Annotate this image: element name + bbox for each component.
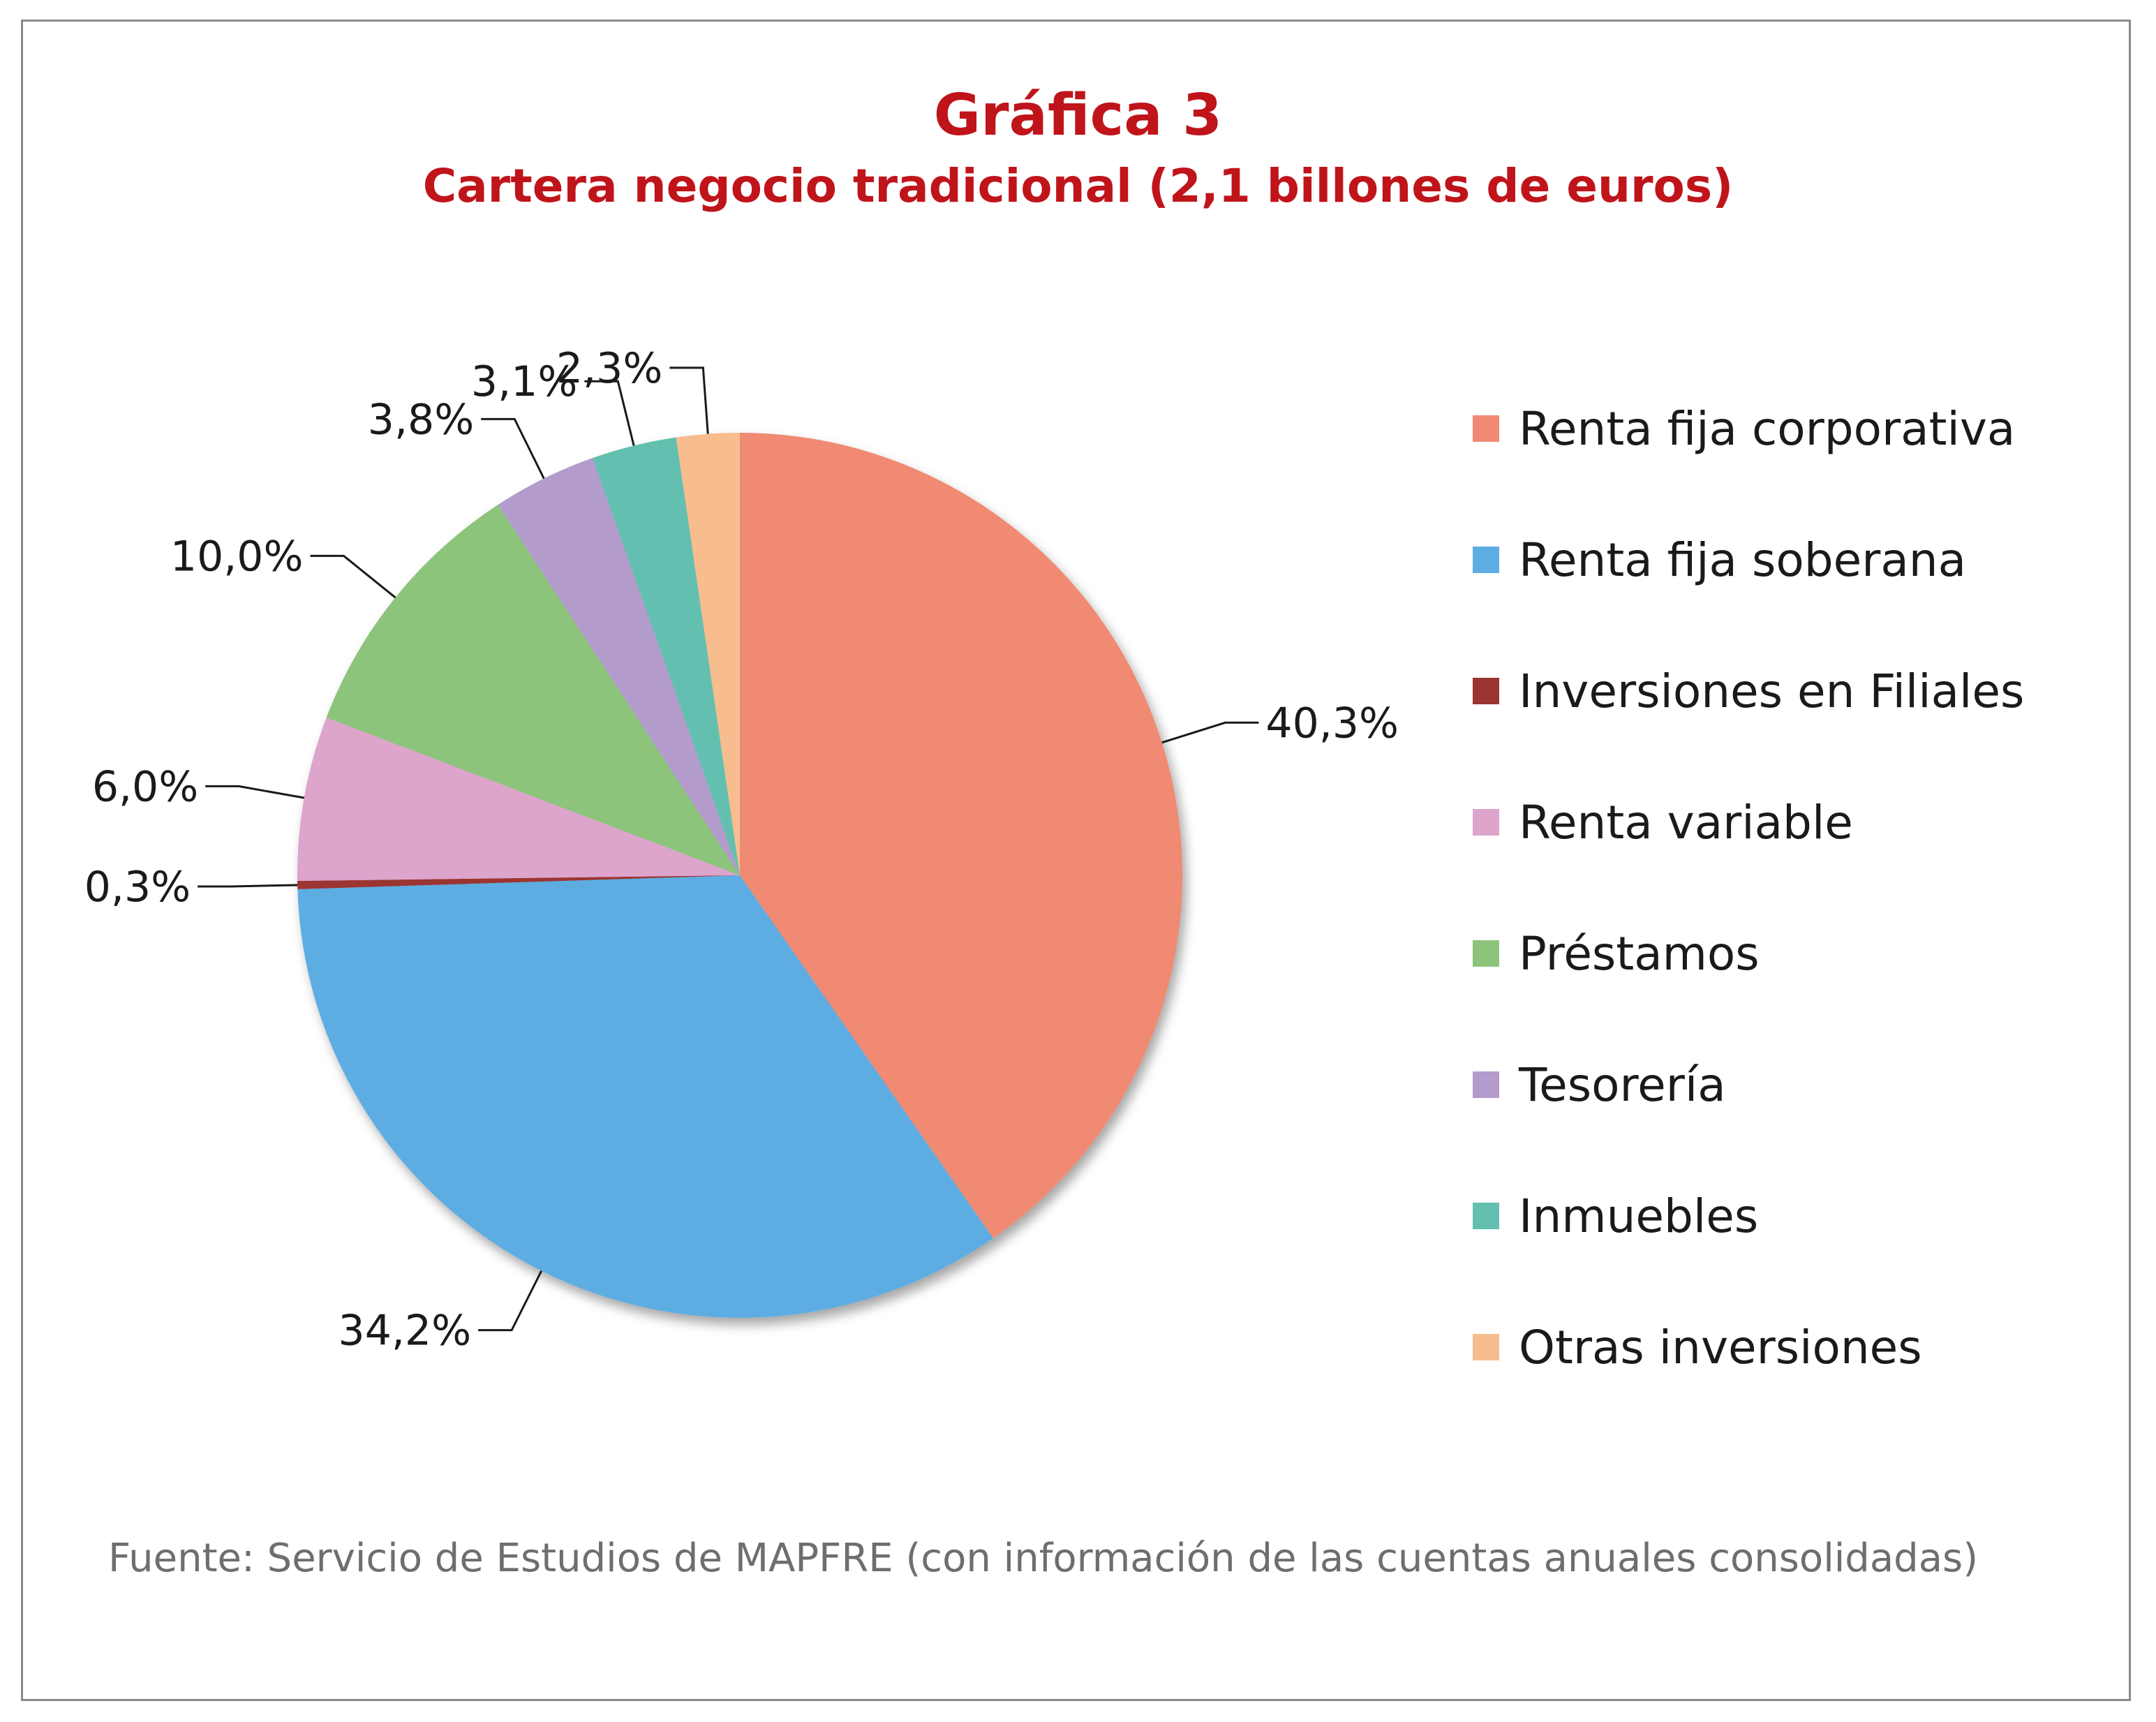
source-note: Fuente: Servicio de Estudios de MAPFRE (…	[108, 1536, 1979, 1581]
chart-title: Gráfica 3	[933, 82, 1223, 149]
legend-swatch	[1473, 809, 1499, 836]
data-label: 2,3%	[556, 344, 662, 393]
legend-label: Renta variable	[1519, 795, 1853, 849]
data-label: 0,3%	[84, 863, 191, 912]
legend-item: Renta variable	[1473, 757, 2024, 888]
legend-label: Inversiones en Filiales	[1519, 664, 2025, 718]
label-leader-line	[198, 884, 298, 888]
pie-slice	[326, 505, 740, 875]
pie-slice	[498, 458, 740, 875]
pie-slice	[297, 875, 740, 889]
legend-swatch	[1473, 1203, 1499, 1229]
data-label: 6,0%	[92, 762, 198, 811]
pie-slices	[297, 433, 1182, 1318]
data-label: 3,1%	[471, 357, 577, 406]
label-leader-line	[310, 554, 396, 599]
legend-item: Inmuebles	[1473, 1150, 2024, 1282]
data-label: 34,2%	[339, 1307, 472, 1356]
legend-label: Otras inversiones	[1519, 1320, 1922, 1374]
label-leader-line	[478, 1270, 543, 1332]
legend-item: Inversiones en Filiales	[1473, 625, 2024, 757]
data-label: 10,0%	[170, 532, 304, 581]
label-leader-line	[669, 366, 709, 434]
legend-item: Renta fija corporativa	[1473, 363, 2024, 494]
data-label: 3,8%	[368, 395, 474, 444]
label-leader-line	[481, 417, 545, 480]
pie-slice	[297, 875, 993, 1318]
data-label: 40,3%	[1265, 699, 1399, 748]
legend-label: Préstamos	[1519, 926, 1760, 981]
pie-slice	[740, 433, 1182, 1238]
legend-item: Otras inversiones	[1473, 1282, 2024, 1413]
legend: Renta fija corporativa Renta fija sobera…	[1473, 363, 2024, 1413]
legend-label: Renta fija soberana	[1519, 533, 1967, 587]
pie-slice	[592, 437, 740, 875]
legend-swatch	[1473, 678, 1499, 704]
label-leader-line	[584, 380, 635, 446]
legend-label: Renta fija corporativa	[1519, 401, 2016, 456]
legend-swatch	[1473, 547, 1499, 573]
legend-swatch	[1473, 1334, 1499, 1360]
pie-slice	[676, 433, 740, 875]
legend-swatch	[1473, 415, 1499, 442]
label-leader-line	[205, 785, 305, 799]
legend-item: Renta fija soberana	[1473, 494, 2024, 625]
legend-swatch	[1473, 1071, 1499, 1098]
legend-label: Tesorería	[1519, 1057, 1726, 1112]
legend-label: Inmuebles	[1519, 1189, 1759, 1243]
pie-slice	[297, 718, 740, 881]
legend-swatch	[1473, 940, 1499, 967]
legend-item: Préstamos	[1473, 888, 2024, 1019]
legend-item: Tesorería	[1473, 1019, 2024, 1150]
chart-subtitle: Cartera negocio tradicional (2,1 billone…	[422, 159, 1734, 213]
label-leader-line	[1161, 721, 1259, 744]
